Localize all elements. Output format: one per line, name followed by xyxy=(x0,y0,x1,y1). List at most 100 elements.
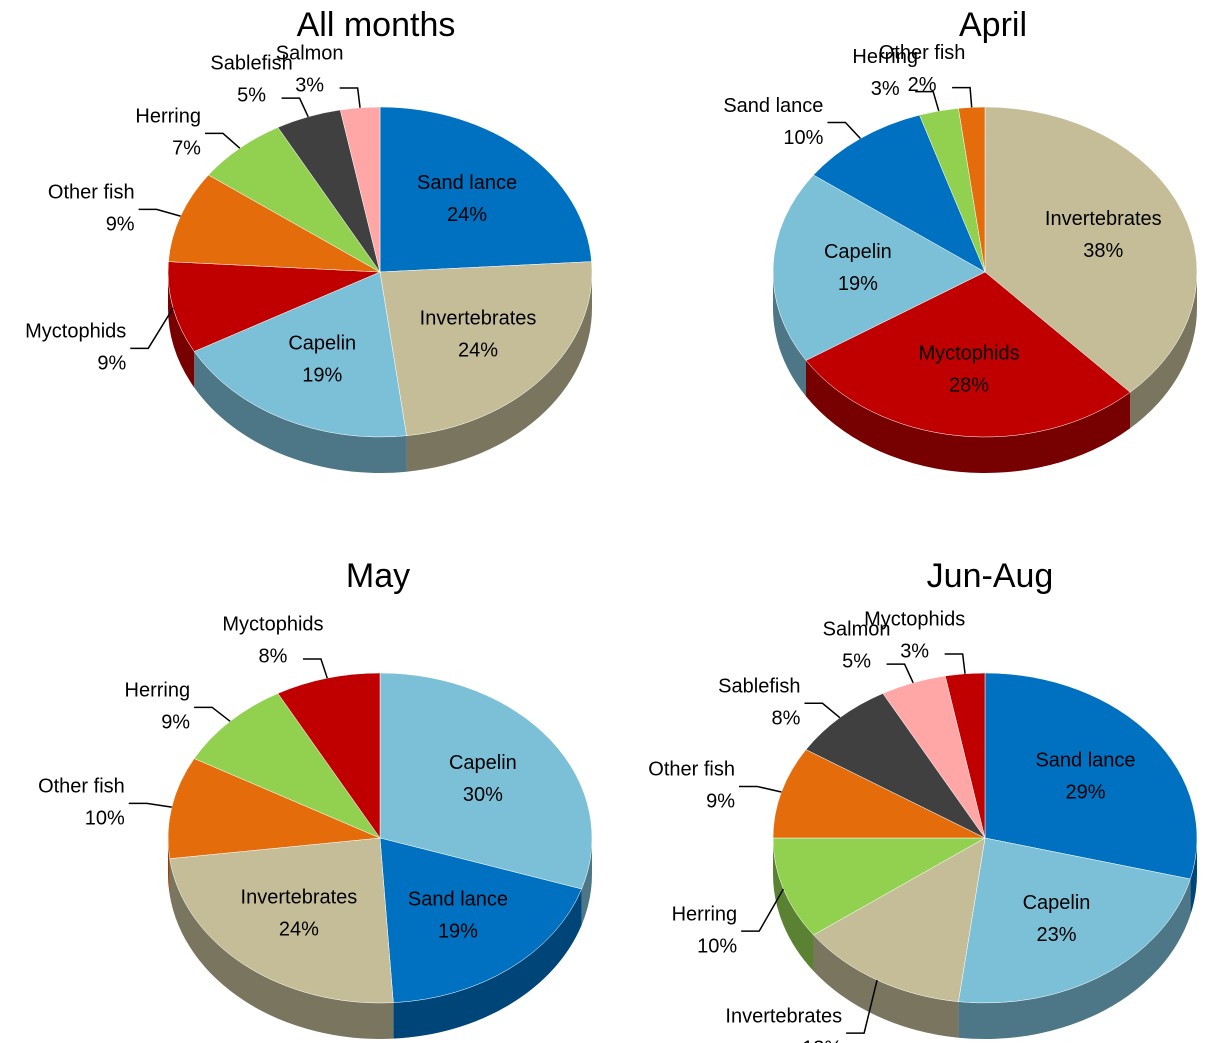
slice-value-label: 28% xyxy=(949,375,989,397)
chart-title: Jun-Aug xyxy=(927,557,1054,595)
slice-value-label: 2% xyxy=(908,74,937,96)
slice-value-label: 24% xyxy=(279,919,319,941)
slice-value-label: 3% xyxy=(295,74,324,96)
slice-side xyxy=(194,351,407,473)
slice-value-label: 19% xyxy=(838,273,878,295)
slice-category-label: Capelin xyxy=(824,241,892,263)
slice-category-label: Other fish xyxy=(38,776,125,798)
slice-category-label: Myctophids xyxy=(864,608,965,630)
slice xyxy=(944,672,986,839)
pie-chart: April Invertebrates 38% Myctophids 28% Capeli… xyxy=(723,6,1198,474)
slice xyxy=(379,672,593,890)
leader-line xyxy=(204,132,241,149)
slice-category-label: Other fish xyxy=(48,182,135,204)
slice-category-label: Capelin xyxy=(288,332,356,354)
slice-value-label: 3% xyxy=(871,78,900,100)
slice-value-label: 3% xyxy=(900,640,929,662)
leader-line xyxy=(804,702,841,719)
slice-value-label: 30% xyxy=(463,784,503,806)
leader-line xyxy=(138,208,181,217)
slice-category-label: Invertebrates xyxy=(241,887,358,909)
slice-category-label: Myctophids xyxy=(918,343,1019,365)
slice xyxy=(193,271,407,438)
slice-category-label: Salmon xyxy=(276,42,344,64)
slice-value-label: 13% xyxy=(802,1037,842,1043)
slice xyxy=(379,261,593,436)
slice xyxy=(379,837,582,1003)
slice-value-label: 38% xyxy=(1083,240,1123,262)
leader-line xyxy=(128,802,172,808)
leader-line xyxy=(827,121,861,140)
slice-category-label: Sand lance xyxy=(723,95,823,117)
slice-category-label: Myctophids xyxy=(25,321,126,343)
leader-line xyxy=(846,979,878,1034)
slice xyxy=(169,837,394,1004)
slice-value-label: 19% xyxy=(438,921,478,943)
slice-category-label: Capelin xyxy=(449,752,517,774)
slice-value-label: 24% xyxy=(458,339,498,361)
pie-chart: All months Sand lance 24% Invertebrates 24% C… xyxy=(25,6,593,473)
slice-side xyxy=(813,934,959,1038)
slice-category-label: Capelin xyxy=(1023,892,1091,914)
slice-side xyxy=(393,888,582,1039)
slice-value-label: 23% xyxy=(1036,924,1076,946)
slice-value-label: 9% xyxy=(97,353,126,375)
slice xyxy=(339,106,381,273)
slice-side xyxy=(406,272,592,472)
leader-line xyxy=(738,785,782,793)
slice-category-label: Sablefish xyxy=(718,676,800,698)
slice-category-label: Salmon xyxy=(823,618,891,640)
slice-value-label: 9% xyxy=(706,791,735,813)
slice-value-label: 29% xyxy=(1065,782,1105,804)
leader-line xyxy=(944,653,966,674)
slice xyxy=(167,758,381,859)
slice-category-label: Other fish xyxy=(879,42,966,64)
slice xyxy=(813,114,986,273)
slice-side xyxy=(958,879,1191,1039)
slice-side xyxy=(773,838,814,971)
slice-value-label: 24% xyxy=(447,204,487,226)
slice xyxy=(813,837,986,1002)
chart-title: All months xyxy=(297,6,456,44)
slice-value-label: 8% xyxy=(258,645,287,667)
leader-line xyxy=(915,90,940,112)
slice xyxy=(805,693,986,839)
slice-value-label: 10% xyxy=(85,808,125,830)
pie-chart: May Capelin 30% Sand lance 19% Invertebrates 2… xyxy=(38,557,593,1039)
leader-line xyxy=(302,658,328,679)
slice xyxy=(277,672,381,839)
slice xyxy=(984,106,1198,393)
slice xyxy=(958,837,1191,1004)
slice-side xyxy=(168,838,170,895)
slice xyxy=(772,837,986,936)
slice-category-label: Other fish xyxy=(648,759,735,781)
slice-category-label: Invertebrates xyxy=(725,1005,842,1027)
slice-value-label: 10% xyxy=(697,935,737,957)
leader-line xyxy=(741,888,785,932)
leader-line xyxy=(952,86,973,108)
slice-category-label: Sand lance xyxy=(1035,750,1135,772)
slice-category-label: Herring xyxy=(135,106,201,128)
slice-value-label: 7% xyxy=(172,138,201,160)
leader-line xyxy=(281,97,309,118)
slice xyxy=(772,749,986,839)
slice xyxy=(772,174,986,361)
slice-category-label: Sablefish xyxy=(210,52,292,74)
slice-value-label: 10% xyxy=(783,127,823,149)
slice-value-label: 5% xyxy=(842,650,871,672)
chart-title: April xyxy=(959,6,1027,44)
slice-category-label: Herring xyxy=(125,680,191,702)
slice-value-label: 9% xyxy=(161,712,190,734)
slice-value-label: 9% xyxy=(106,214,135,236)
slice-value-label: 8% xyxy=(772,708,801,730)
slice-side xyxy=(581,838,592,925)
slice-category-label: Myctophids xyxy=(222,613,323,635)
slice-side xyxy=(773,272,807,397)
slice-side xyxy=(1190,838,1197,916)
slice-value-label: 19% xyxy=(302,364,342,386)
slice xyxy=(379,106,592,273)
slice-side xyxy=(1130,272,1197,429)
slice-side xyxy=(806,360,1131,474)
chart-title: May xyxy=(346,557,410,595)
